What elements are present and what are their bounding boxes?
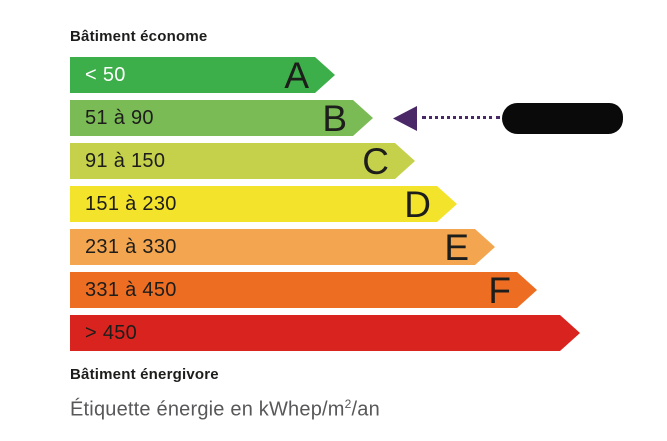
range-label: > 450 [85, 321, 138, 344]
class-letter: E [444, 226, 469, 268]
class-letter: B [322, 97, 347, 139]
range-label: 51 à 90 [85, 106, 154, 129]
top-scale-label: Bâtiment économe [70, 28, 208, 45]
redacted-value [502, 103, 623, 134]
range-label: 331 à 450 [85, 278, 177, 301]
caption-prefix: Étiquette énergie en kWhep/m [70, 398, 345, 421]
range-label: 91 à 150 [85, 149, 166, 172]
class-letter: D [404, 183, 431, 225]
dotted-connector [422, 116, 500, 119]
bottom-scale-label: Bâtiment énergivore [70, 366, 219, 383]
caption-suffix: /an [351, 398, 380, 421]
energy-class-bar-D: 151 à 230 D [70, 186, 457, 222]
class-letter: F [488, 269, 511, 311]
range-label: 231 à 330 [85, 235, 177, 258]
energy-class-bar-E: 231 à 330 E [70, 229, 495, 265]
energy-class-bar-B: 51 à 90 B [70, 100, 373, 136]
caption-superscript: 2 [344, 397, 352, 411]
class-letter: C [362, 140, 389, 182]
class-letter: A [284, 54, 309, 96]
caption-text: Étiquette énergie en kWhep/m2/an [70, 397, 667, 422]
energy-class-bar-F: 331 à 450 F [70, 272, 537, 308]
energy-class-bar-C: 91 à 150 C [70, 143, 415, 179]
energy-scale: < 50 A 51 à 90 B 91 à 150 C 151 à 230 D 231 à 33… [70, 57, 590, 351]
range-label: < 50 [85, 63, 126, 86]
energy-class-bar-7: > 450 [70, 315, 580, 351]
range-label: 151 à 230 [85, 192, 177, 215]
energy-class-bar-A: < 50 A [70, 57, 335, 93]
